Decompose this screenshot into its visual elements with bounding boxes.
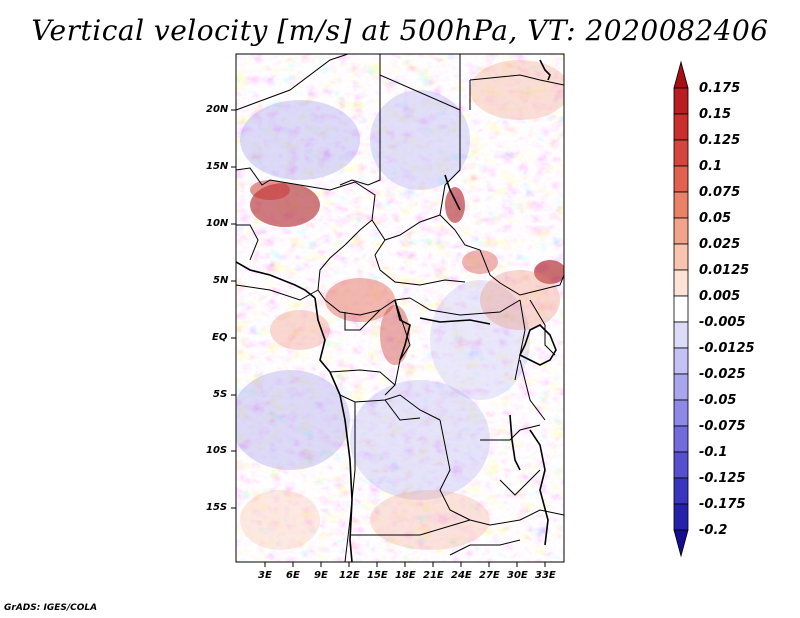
colorbar-bin [673, 139, 689, 167]
colorbar-label: 0.175 [699, 81, 741, 96]
x-label-18e: 18E [395, 570, 416, 581]
colorbar-bin [673, 503, 689, 531]
colorbar-bin [673, 477, 689, 505]
y-label-5n: 5N [213, 275, 229, 286]
colorbar-bin [673, 347, 689, 375]
colorbar-label: -0.075 [699, 419, 746, 434]
colorbar-bin [673, 87, 689, 115]
colorbar-label: 0.0125 [699, 263, 750, 278]
colorbar-label: 0.05 [699, 211, 732, 226]
footer-credit: GrADS: IGES/COLA [4, 603, 98, 613]
colorbar-bin [673, 399, 689, 427]
x-axis-ticks [264, 562, 546, 567]
x-label-9e: 9E [314, 570, 328, 581]
colorbar-label: -0.05 [699, 393, 737, 408]
colorbar-bin [673, 243, 689, 271]
colorbar-label: -0.2 [699, 523, 728, 538]
x-label-24e: 24E [451, 570, 472, 581]
x-label-6e: 6E [286, 570, 300, 581]
x-label-33e: 33E [535, 570, 556, 581]
colorbar-bin [673, 529, 689, 558]
y-label-20n: 20N [206, 104, 229, 115]
colorbar-label: -0.175 [699, 497, 746, 512]
x-label-15e: 15E [367, 570, 388, 581]
y-label-15s: 15S [206, 502, 228, 513]
colorbar-bin [673, 321, 689, 349]
colorbar-label: -0.0125 [699, 341, 755, 356]
y-label-10n: 10N [206, 218, 229, 229]
y-axis-ticks [231, 109, 236, 509]
colorbar-bin [673, 451, 689, 479]
colorbar-label: 0.005 [699, 289, 741, 304]
y-label-eq: EQ [212, 332, 228, 343]
colorbar-label: -0.025 [699, 367, 746, 382]
coastlines [236, 59, 557, 562]
colorbar-bin [673, 165, 689, 193]
colorbar-bin [673, 113, 689, 141]
colorbar-label: 0.1 [699, 159, 723, 174]
x-label-12e: 12E [339, 570, 360, 581]
colorbar-bin [673, 217, 689, 245]
colorbar-bin [673, 60, 689, 89]
x-label-21e: 21E [423, 570, 444, 581]
colorbar-label: -0.1 [699, 445, 728, 460]
colorbar-bin [673, 269, 689, 297]
colorbar-bin [673, 295, 689, 323]
y-label-10s: 10S [206, 445, 228, 456]
country-borders [236, 54, 564, 562]
colorbar-bin [673, 191, 689, 219]
colorbar-label: 0.025 [699, 237, 741, 252]
page-title: Vertical velocity [m/s] at 500hPa, VT: 2… [31, 14, 769, 47]
velocity-field [236, 54, 564, 562]
colorbar-label: 0.075 [699, 185, 741, 200]
colorbar-label: 0.125 [699, 133, 741, 148]
colorbar-label: -0.005 [699, 315, 746, 330]
colorbar [673, 60, 689, 558]
colorbar-label: 0.15 [699, 107, 732, 122]
colorbar-label: -0.125 [699, 471, 746, 486]
x-label-3e: 3E [258, 570, 272, 581]
y-label-5s: 5S [213, 389, 228, 400]
map-frame [235, 53, 565, 563]
x-label-30e: 30E [507, 570, 528, 581]
y-label-15n: 15N [206, 161, 229, 172]
colorbar-bin [673, 425, 689, 453]
colorbar-bin [673, 373, 689, 401]
x-label-27e: 27E [479, 570, 500, 581]
